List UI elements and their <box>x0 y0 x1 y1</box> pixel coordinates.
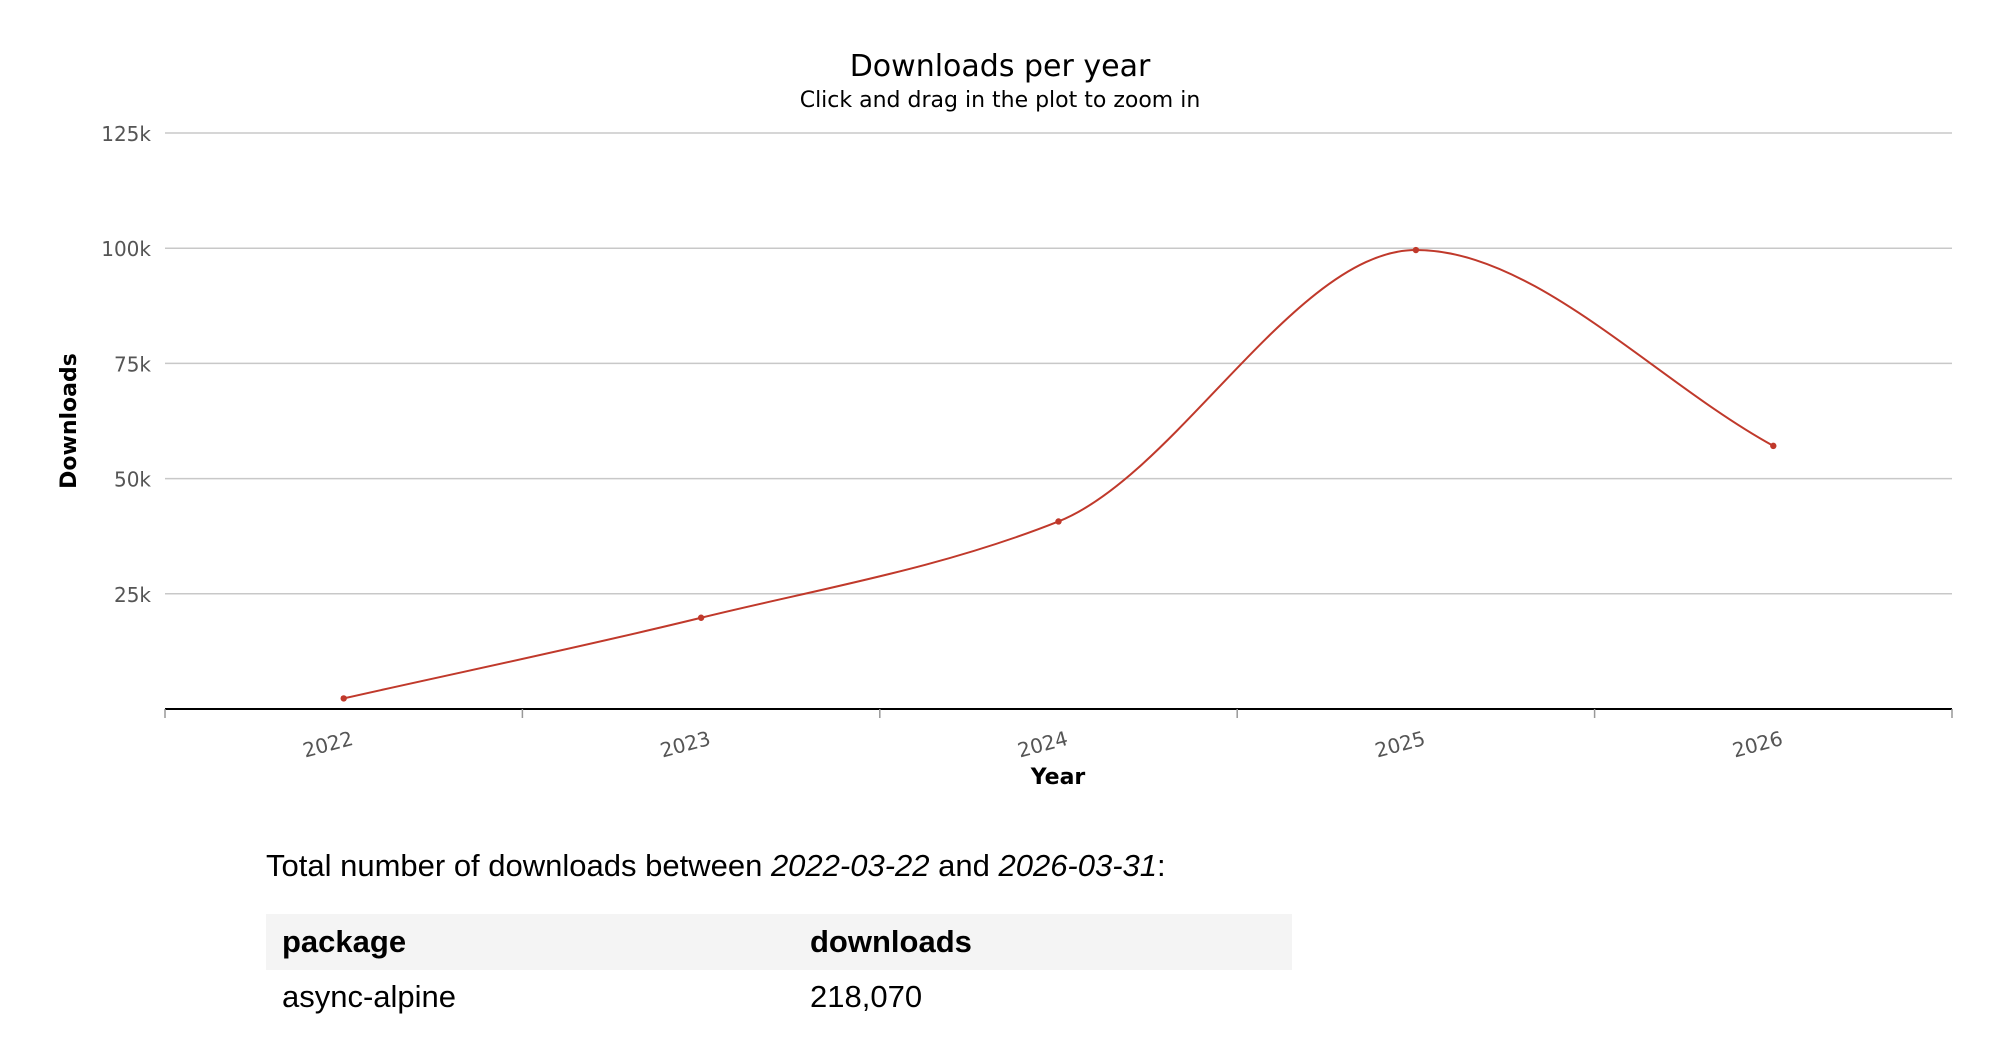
table-header-row: package downloads <box>266 914 1292 970</box>
downloads-table: package downloads async-alpine 218,070 <box>266 914 1292 1024</box>
x-tick-label: 2023 <box>658 726 713 762</box>
data-point[interactable] <box>1055 518 1062 525</box>
y-tick-label: 75k <box>114 352 151 376</box>
x-tick-label: 2024 <box>1015 726 1070 762</box>
chart-subtitle: Click and drag in the plot to zoom in <box>800 88 1201 113</box>
series-line[interactable] <box>343 249 1774 700</box>
summary-prefix: Total number of downloads between <box>266 848 771 883</box>
x-tick-label: 2026 <box>1730 726 1785 762</box>
downloads-chart[interactable]: Downloads per year Click and drag in the… <box>0 0 2000 800</box>
cell-downloads: 218,070 <box>810 979 923 1014</box>
gridlines <box>165 132 1952 595</box>
column-header-downloads: downloads <box>810 924 972 959</box>
data-point[interactable] <box>1412 246 1420 254</box>
chart-title: Downloads per year <box>850 49 1151 84</box>
chart-canvas[interactable]: Downloads per year Click and drag in the… <box>0 0 2000 800</box>
x-axis-ticks: 2022 2023 2024 2025 2026 <box>164 709 1953 762</box>
data-point[interactable] <box>697 614 705 621</box>
download-summary: Total number of downloads between 2022-0… <box>266 848 1366 1024</box>
summary-start-date: 2022-03-22 <box>770 848 930 883</box>
y-tick-label: 100k <box>101 237 151 261</box>
column-header-package: package <box>282 924 407 959</box>
summary-sentence: Total number of downloads between 2022-0… <box>266 848 1366 884</box>
cell-package: async-alpine <box>282 979 457 1014</box>
y-tick-label: 25k <box>114 583 151 607</box>
series-async-alpine[interactable] <box>340 246 1777 702</box>
x-tick-label: 2022 <box>300 726 355 762</box>
x-axis-label: Year <box>1030 765 1086 790</box>
data-point[interactable] <box>340 695 347 702</box>
summary-end-date: 2026-03-31 <box>998 848 1158 883</box>
data-point[interactable] <box>1770 442 1777 450</box>
y-axis-label: Downloads <box>57 353 82 489</box>
y-tick-label: 50k <box>114 468 151 492</box>
y-tick-label: 125k <box>101 122 151 146</box>
y-axis-ticks: 25k 50k 75k 100k 125k <box>101 122 151 607</box>
summary-suffix: : <box>1157 848 1166 883</box>
summary-middle: and <box>929 848 999 883</box>
x-tick-label: 2025 <box>1372 726 1427 762</box>
table-row: async-alpine 218,070 <box>266 970 1292 1024</box>
